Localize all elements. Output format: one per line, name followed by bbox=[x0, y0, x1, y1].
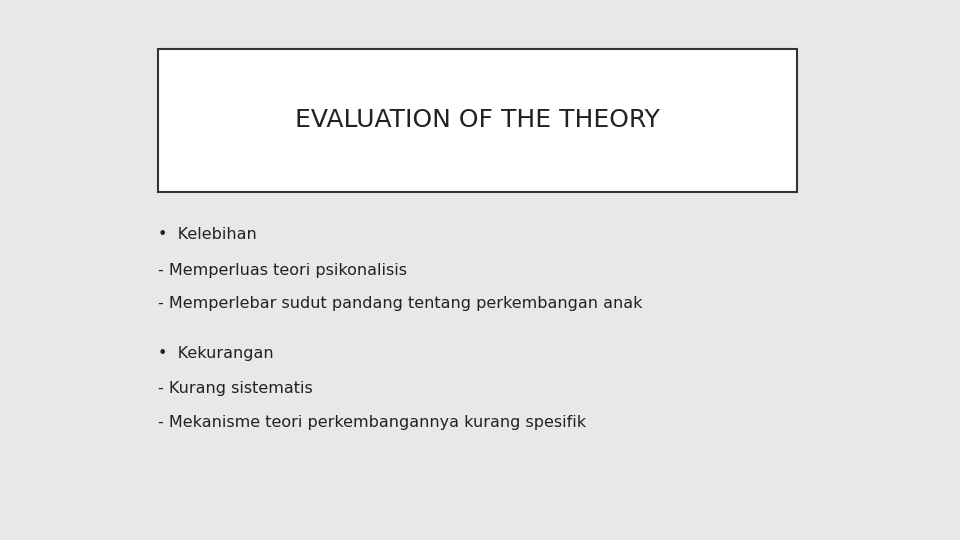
Text: EVALUATION OF THE THEORY: EVALUATION OF THE THEORY bbox=[295, 108, 660, 132]
Text: - Mekanisme teori perkembangannya kurang spesifik: - Mekanisme teori perkembangannya kurang… bbox=[158, 415, 587, 430]
Text: - Memperlebar sudut pandang tentang perkembangan anak: - Memperlebar sudut pandang tentang perk… bbox=[158, 296, 643, 311]
FancyBboxPatch shape bbox=[158, 49, 797, 192]
Text: - Memperluas teori psikonalisis: - Memperluas teori psikonalisis bbox=[158, 262, 407, 278]
Text: •  Kekurangan: • Kekurangan bbox=[158, 346, 274, 361]
Text: •  Kelebihan: • Kelebihan bbox=[158, 227, 257, 242]
Text: - Kurang sistematis: - Kurang sistematis bbox=[158, 381, 313, 396]
